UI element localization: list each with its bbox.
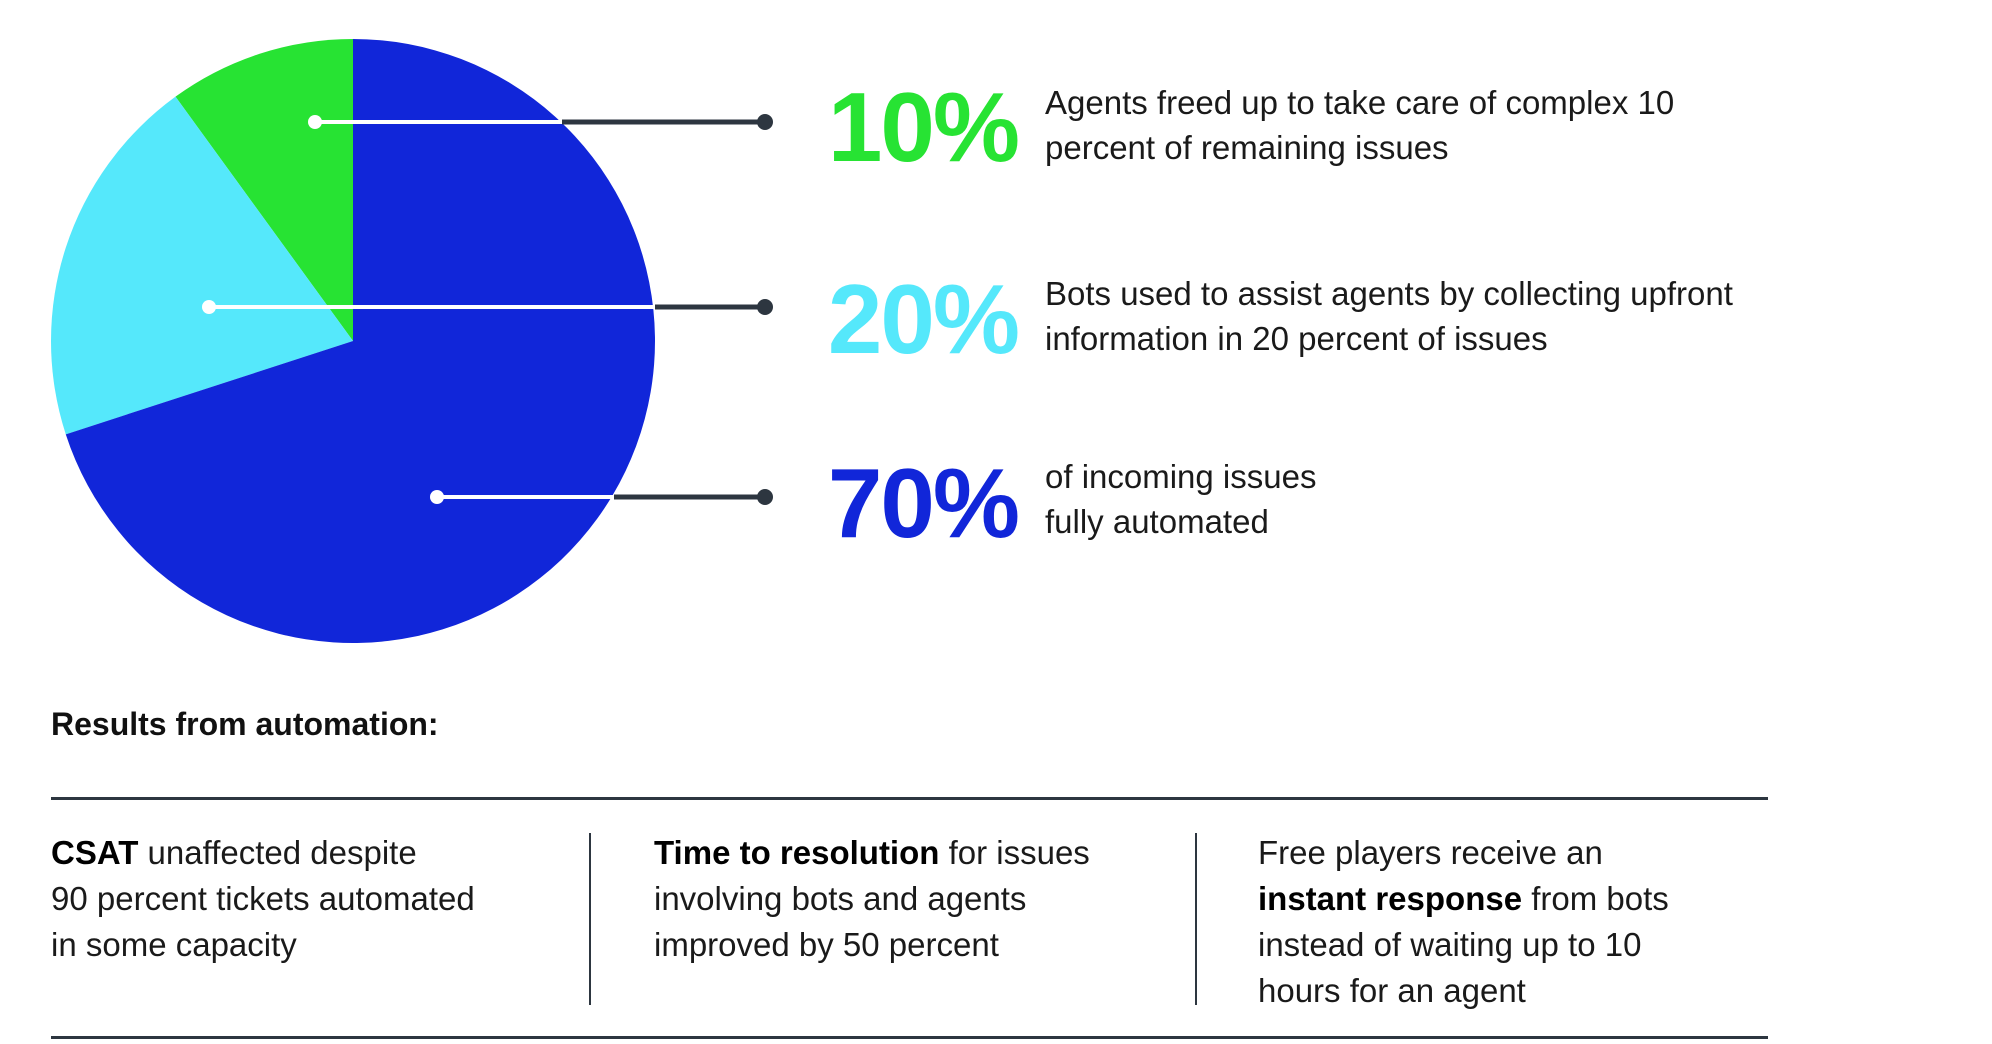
callout-70-description: of incoming issues fully automated — [1045, 454, 1316, 544]
top-rule — [51, 797, 1768, 800]
callout-line: information in 20 percent of issues — [1045, 320, 1548, 357]
result-instant-response: Free players receive an instant response… — [1258, 830, 1669, 1014]
result-csat: CSAT unaffected despite 90 percent ticke… — [51, 830, 475, 968]
result-text: instead of waiting up to 10 — [1258, 926, 1642, 963]
result-text: unaffected despite — [138, 834, 417, 871]
callout-10-description: Agents freed up to take care of complex … — [1045, 80, 1674, 170]
result-text: Free players receive an — [1258, 834, 1603, 871]
result-text: for issues — [939, 834, 1090, 871]
callout-line: fully automated — [1045, 503, 1269, 540]
result-text: from bots — [1522, 880, 1669, 917]
callout-line: percent of remaining issues — [1045, 129, 1449, 166]
column-divider — [1195, 833, 1197, 1005]
leader-line-70 — [430, 489, 773, 505]
pie-slice-10 — [175, 39, 353, 341]
pie-chart — [51, 39, 773, 643]
result-text: hours for an agent — [1258, 972, 1526, 1009]
bottom-rule — [51, 1036, 1768, 1039]
result-text: in some capacity — [51, 926, 297, 963]
leader-line-20 — [202, 299, 773, 315]
value-20-percent: 20% — [827, 264, 1020, 374]
result-text: involving bots and agents — [654, 880, 1027, 917]
callout-line: of incoming issues — [1045, 458, 1317, 495]
callout-line: Bots used to assist agents by collecting… — [1045, 275, 1733, 312]
result-text: improved by 50 percent — [654, 926, 999, 963]
result-text: 90 percent tickets automated — [51, 880, 475, 917]
pie-slice-70 — [65, 39, 656, 643]
callout-20-description: Bots used to assist agents by collecting… — [1045, 271, 1733, 361]
result-bold: instant response — [1258, 880, 1523, 917]
column-divider — [589, 833, 591, 1005]
pie-slice-20 — [51, 96, 353, 435]
result-time-to-resolution: Time to resolution for issues involving … — [654, 830, 1090, 968]
result-bold: CSAT — [51, 834, 139, 871]
results-title: Results from automation: — [51, 706, 439, 742]
leader-line-10 — [308, 114, 773, 130]
result-bold: Time to resolution — [654, 834, 940, 871]
callout-line: Agents freed up to take care of complex … — [1045, 84, 1675, 121]
value-10-percent: 10% — [827, 72, 1020, 182]
value-70-percent: 70% — [827, 448, 1020, 558]
